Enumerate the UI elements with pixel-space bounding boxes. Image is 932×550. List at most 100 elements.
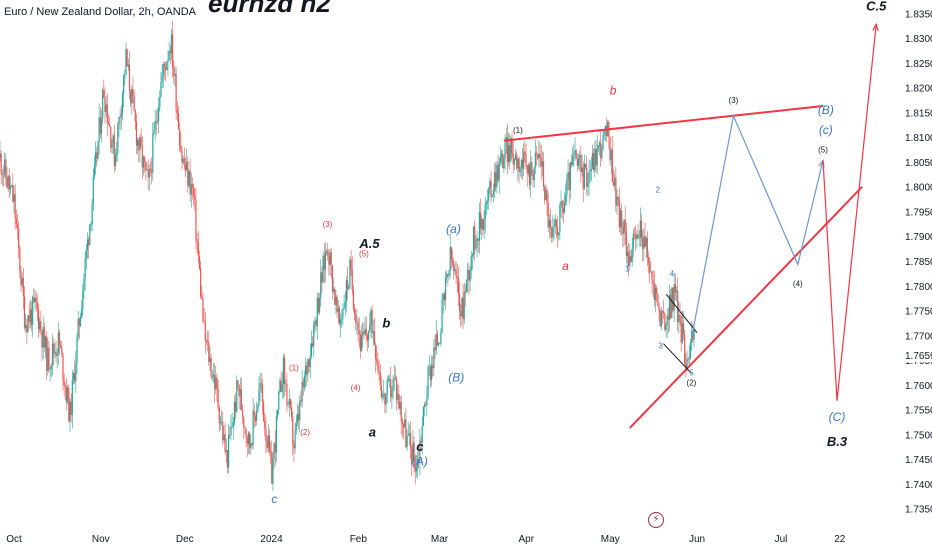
candle-body [388,379,391,380]
candle-body [57,332,59,354]
candle-body [416,459,419,468]
candle-body [146,169,148,171]
candle-body [302,381,304,387]
wave-label: b [382,315,390,330]
candle-body [602,135,604,150]
candle-body [468,269,470,281]
candle-body [64,385,66,388]
candle-body [315,320,317,327]
price-tick-label: 1.83500 [905,9,932,20]
candle-body [492,190,494,195]
candle-body [83,277,85,291]
candle-body [609,136,611,161]
candle-body [114,155,117,167]
wave-label: b [610,83,617,97]
wave-label: a [369,424,376,439]
candle-body [404,419,406,428]
candle-body [439,343,441,344]
candle-body [647,257,650,264]
candle-body [128,64,131,91]
chart-title: eurnzd h2 [208,0,331,18]
candle-body [654,287,657,301]
current-price-tag [900,350,932,363]
candle-body [405,419,407,448]
candle-body [635,234,637,240]
candle-body [183,158,185,166]
candle-body [604,125,606,132]
candle-body [394,377,397,380]
candle-body [42,327,44,348]
lightning-icon[interactable]: ⚡ [648,512,664,528]
candle-body [239,389,241,397]
candle-body [156,121,159,123]
price-tick-label: 1.80000 [905,183,932,194]
wedge-line [665,293,698,334]
candle-body [7,175,9,188]
candle-body [509,145,511,161]
candle-body [343,307,345,310]
candle-body [562,207,564,213]
candle-body [60,345,62,348]
candle-body [556,226,559,236]
candle-body [75,363,77,382]
candle-body [538,153,540,159]
candle-body [632,233,634,249]
candle-body [596,148,598,166]
candle-body [530,161,532,186]
candle-body [414,459,416,472]
candle-body [169,51,171,54]
candle-body [559,204,561,233]
candle-body [41,331,43,348]
candle-body [341,318,343,320]
candle-body [204,321,206,341]
candle-body [182,158,184,163]
candle-body [265,428,267,442]
candle-body [576,158,578,166]
candle-body [218,408,220,424]
candle-body [258,389,260,406]
wave-label: (A) [412,455,428,469]
candle-body [478,212,480,241]
candle-body [502,153,504,169]
candle-body [469,270,471,281]
candle-body [616,196,618,206]
wave-label: B.3 [827,434,848,449]
candle-body [605,125,608,137]
candle-body [149,168,152,171]
candle-body [284,357,286,384]
candle-body [524,151,526,155]
candle-body [215,377,217,390]
candle-body [476,238,478,247]
candle-body [263,402,265,422]
time-tick-label: Dec [176,534,194,545]
candle-body [161,74,163,82]
candle-body [208,342,210,363]
candle-body [693,327,695,340]
candle-body [264,421,266,429]
candle-body [167,59,169,63]
candle-body [322,255,324,283]
candle-body [26,325,28,333]
candle-body [661,311,664,312]
candle-body [587,182,589,187]
wave-label: (2) [687,378,697,387]
candle-body [106,104,108,123]
price-tick-label: 1.74500 [905,455,932,466]
candle-body [376,358,378,362]
candle-body [548,219,550,228]
candle-body [110,126,112,148]
candle-body [679,314,681,316]
candle-body [189,171,191,195]
time-tick-label: 2024 [260,534,283,545]
candle-body [84,258,86,278]
candle-body [465,279,468,293]
candle-body [335,296,337,305]
candle-body [428,366,430,368]
candle-body [103,90,105,99]
candle-body [495,172,497,188]
candle-body [130,90,132,103]
candle-body [99,117,101,134]
candle-body [159,96,161,107]
